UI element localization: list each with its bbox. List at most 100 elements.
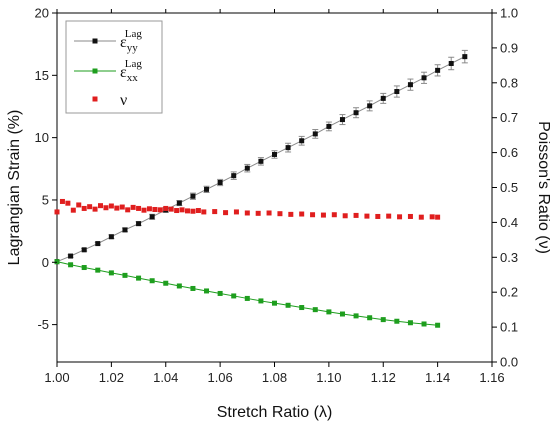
data-point-eps_yy (190, 193, 196, 199)
y-right-tick-label: 0.2 (500, 285, 518, 300)
data-point-nu (76, 202, 82, 208)
data-point-nu (310, 212, 316, 218)
data-point-eps_xx (95, 267, 101, 273)
data-point-eps_yy (421, 75, 427, 81)
data-point-eps_xx (81, 265, 87, 271)
legend-marker-eps-yy (92, 38, 98, 44)
data-point-nu (331, 212, 337, 218)
data-point-eps_xx (122, 272, 128, 278)
data-point-eps_yy (176, 200, 182, 206)
data-point-eps_xx (380, 317, 386, 323)
y-left-tick-label: 15 (35, 68, 49, 83)
data-point-eps_yy (244, 165, 250, 171)
data-point-nu (98, 203, 103, 209)
data-point-nu (136, 205, 142, 211)
data-point-eps_xx (136, 275, 142, 281)
y-right-tick-label: 0.3 (500, 250, 518, 265)
data-point-eps_yy (108, 234, 114, 240)
legend-marker-nu (92, 96, 98, 102)
data-point-eps_xx (285, 302, 291, 308)
data-point-eps_yy (367, 103, 373, 109)
legend-marker-eps-xx (92, 68, 98, 74)
data-point-nu (59, 198, 65, 204)
x-tick-label: 1.14 (425, 370, 450, 385)
data-point-eps_yy (95, 241, 101, 247)
data-point-nu (277, 211, 283, 217)
y-right-tick-label: 0.5 (500, 180, 518, 195)
data-point-eps_yy (204, 186, 210, 192)
data-point-eps_xx (394, 318, 400, 324)
y-left-tick-label: 0 (42, 255, 49, 270)
legend-box (65, 20, 163, 114)
data-point-eps_xx (204, 288, 210, 294)
data-point-eps_xx (326, 309, 332, 315)
data-point-eps_yy (272, 151, 277, 157)
x-tick-label: 1.06 (207, 370, 232, 385)
data-point-eps_xx (68, 262, 74, 268)
data-point-nu (244, 210, 250, 216)
legend-label-nu: ν (120, 92, 127, 109)
data-point-eps_xx (244, 295, 250, 301)
data-point-nu (125, 207, 131, 213)
y-left-tick-label: 20 (35, 6, 49, 21)
y-left-axis-title: Lagrangian Strain (%) (6, 110, 23, 266)
data-point-nu (342, 213, 348, 219)
data-point-eps_xx (421, 321, 427, 327)
data-point-eps_yy (312, 131, 318, 137)
x-tick-label: 1.10 (316, 370, 341, 385)
data-point-nu (233, 209, 239, 215)
data-point-eps_yy (217, 180, 223, 186)
data-point-nu (87, 204, 93, 210)
data-point-eps_yy (136, 221, 142, 227)
data-point-nu (114, 205, 120, 211)
data-point-nu (179, 207, 185, 213)
data-point-eps_yy (299, 138, 305, 144)
data-point-eps_yy (68, 253, 74, 259)
data-point-eps_xx (163, 280, 169, 286)
data-point-eps_yy (462, 54, 468, 60)
y-right-tick-label: 1.0 (500, 6, 518, 21)
data-point-nu (168, 206, 174, 212)
data-point-eps_yy (285, 145, 291, 151)
x-tick-label: 1.16 (479, 370, 504, 385)
y-right-tick-label: 0.0 (500, 355, 518, 370)
data-point-nu (407, 213, 413, 219)
data-point-nu (81, 205, 87, 211)
data-point-nu (212, 209, 218, 215)
y-right-tick-label: 0.4 (500, 215, 518, 230)
data-point-nu (255, 210, 261, 216)
data-point-nu (146, 206, 152, 212)
x-tick-label: 1.00 (44, 370, 69, 385)
x-axis-title: Stretch Ratio (λ) (217, 404, 333, 421)
data-point-nu (163, 205, 169, 211)
data-point-nu (429, 214, 435, 220)
data-point-nu (141, 207, 147, 213)
data-point-eps_xx (407, 320, 413, 326)
y-right-tick-label: 0.1 (500, 320, 518, 335)
y-left-tick-label: -5 (37, 317, 49, 332)
data-point-eps_yy (326, 123, 332, 129)
y-right-tick-label: 0.8 (500, 75, 518, 90)
data-point-eps_xx (149, 278, 155, 284)
data-point-eps_yy (353, 110, 359, 116)
data-point-eps_xx (312, 307, 318, 313)
data-point-eps_xx (435, 322, 441, 328)
data-point-nu (364, 213, 370, 219)
data-point-nu (119, 204, 125, 210)
data-point-nu (375, 213, 381, 219)
data-point-eps_xx (339, 311, 345, 317)
data-point-nu (320, 212, 326, 218)
data-point-nu (201, 209, 207, 215)
x-tick-label: 1.02 (99, 370, 124, 385)
x-tick-label: 1.04 (153, 370, 178, 385)
data-point-nu (157, 207, 163, 213)
data-point-nu (418, 214, 424, 220)
data-point-nu (70, 207, 76, 213)
axes: 1.00 1.02 1.04 1.06 1.08 1.10 1.12 1.14 1.16 -5 0 5… (35, 6, 519, 386)
data-point-nu (152, 206, 158, 212)
data-point-eps_xx (108, 270, 114, 276)
y-right-axis-title: Poisson's Ratio (ν) (535, 121, 550, 254)
data-point-nu (195, 208, 201, 214)
data-point-nu (174, 208, 180, 214)
